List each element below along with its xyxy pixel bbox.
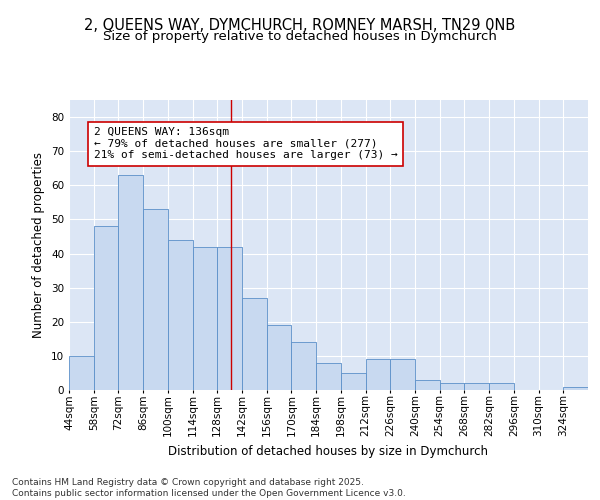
Bar <box>168 240 193 390</box>
Text: 2 QUEENS WAY: 136sqm
← 79% of detached houses are smaller (277)
21% of semi-deta: 2 QUEENS WAY: 136sqm ← 79% of detached h… <box>94 128 397 160</box>
Bar <box>267 325 292 390</box>
Bar <box>341 373 365 390</box>
Bar <box>118 175 143 390</box>
Bar <box>365 360 390 390</box>
Bar <box>292 342 316 390</box>
Bar <box>316 362 341 390</box>
Bar <box>193 246 217 390</box>
Bar <box>489 383 514 390</box>
Bar <box>94 226 118 390</box>
Bar <box>464 383 489 390</box>
Bar <box>415 380 440 390</box>
Text: 2, QUEENS WAY, DYMCHURCH, ROMNEY MARSH, TN29 0NB: 2, QUEENS WAY, DYMCHURCH, ROMNEY MARSH, … <box>85 18 515 32</box>
Y-axis label: Number of detached properties: Number of detached properties <box>32 152 46 338</box>
Text: Contains HM Land Registry data © Crown copyright and database right 2025.
Contai: Contains HM Land Registry data © Crown c… <box>12 478 406 498</box>
Bar <box>563 386 588 390</box>
Bar <box>242 298 267 390</box>
Bar <box>143 209 168 390</box>
X-axis label: Distribution of detached houses by size in Dymchurch: Distribution of detached houses by size … <box>169 444 488 458</box>
Bar <box>217 246 242 390</box>
Bar <box>69 356 94 390</box>
Text: Size of property relative to detached houses in Dymchurch: Size of property relative to detached ho… <box>103 30 497 43</box>
Bar <box>390 360 415 390</box>
Bar <box>440 383 464 390</box>
